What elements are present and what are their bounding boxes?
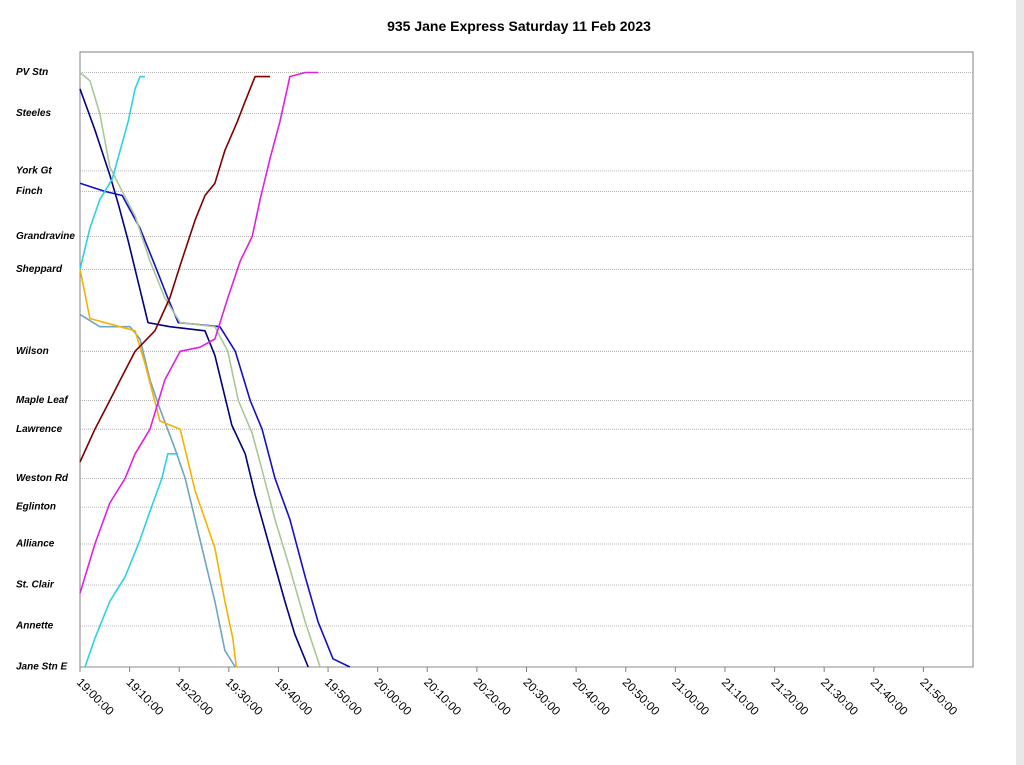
trip-line bbox=[79, 75, 145, 270]
y-tick-label: Sheppard bbox=[16, 264, 63, 275]
y-tick-label: Wilson bbox=[16, 346, 49, 357]
y-tick-label: Eglinton bbox=[16, 502, 56, 513]
trip-line bbox=[84, 453, 179, 668]
side-strip bbox=[1016, 0, 1024, 765]
trip-line bbox=[79, 71, 321, 668]
y-tick-label: St. Clair bbox=[16, 580, 55, 591]
y-tick-label: Lawrence bbox=[16, 424, 63, 435]
y-tick-label: Alliance bbox=[15, 539, 55, 550]
trip-line bbox=[79, 269, 238, 668]
y-tick-label: York Gt bbox=[16, 166, 52, 177]
trip-line bbox=[79, 75, 270, 463]
y-tick-label: Steeles bbox=[16, 108, 51, 119]
y-tick-label: Finch bbox=[16, 186, 43, 197]
y-tick-label: PV Stn bbox=[16, 67, 48, 78]
y-tick-label: Weston Rd bbox=[16, 473, 69, 484]
chart-title: 935 Jane Express Saturday 11 Feb 2023 bbox=[387, 18, 651, 34]
y-tick-label: Annette bbox=[15, 621, 54, 632]
trip-line bbox=[79, 313, 236, 668]
trip-line bbox=[79, 71, 319, 594]
y-tick-label: Maple Leaf bbox=[16, 395, 69, 406]
trip-line bbox=[79, 182, 351, 668]
y-tick-label: Grandravine bbox=[16, 231, 75, 242]
y-tick-label: Jane Stn E bbox=[16, 662, 67, 673]
